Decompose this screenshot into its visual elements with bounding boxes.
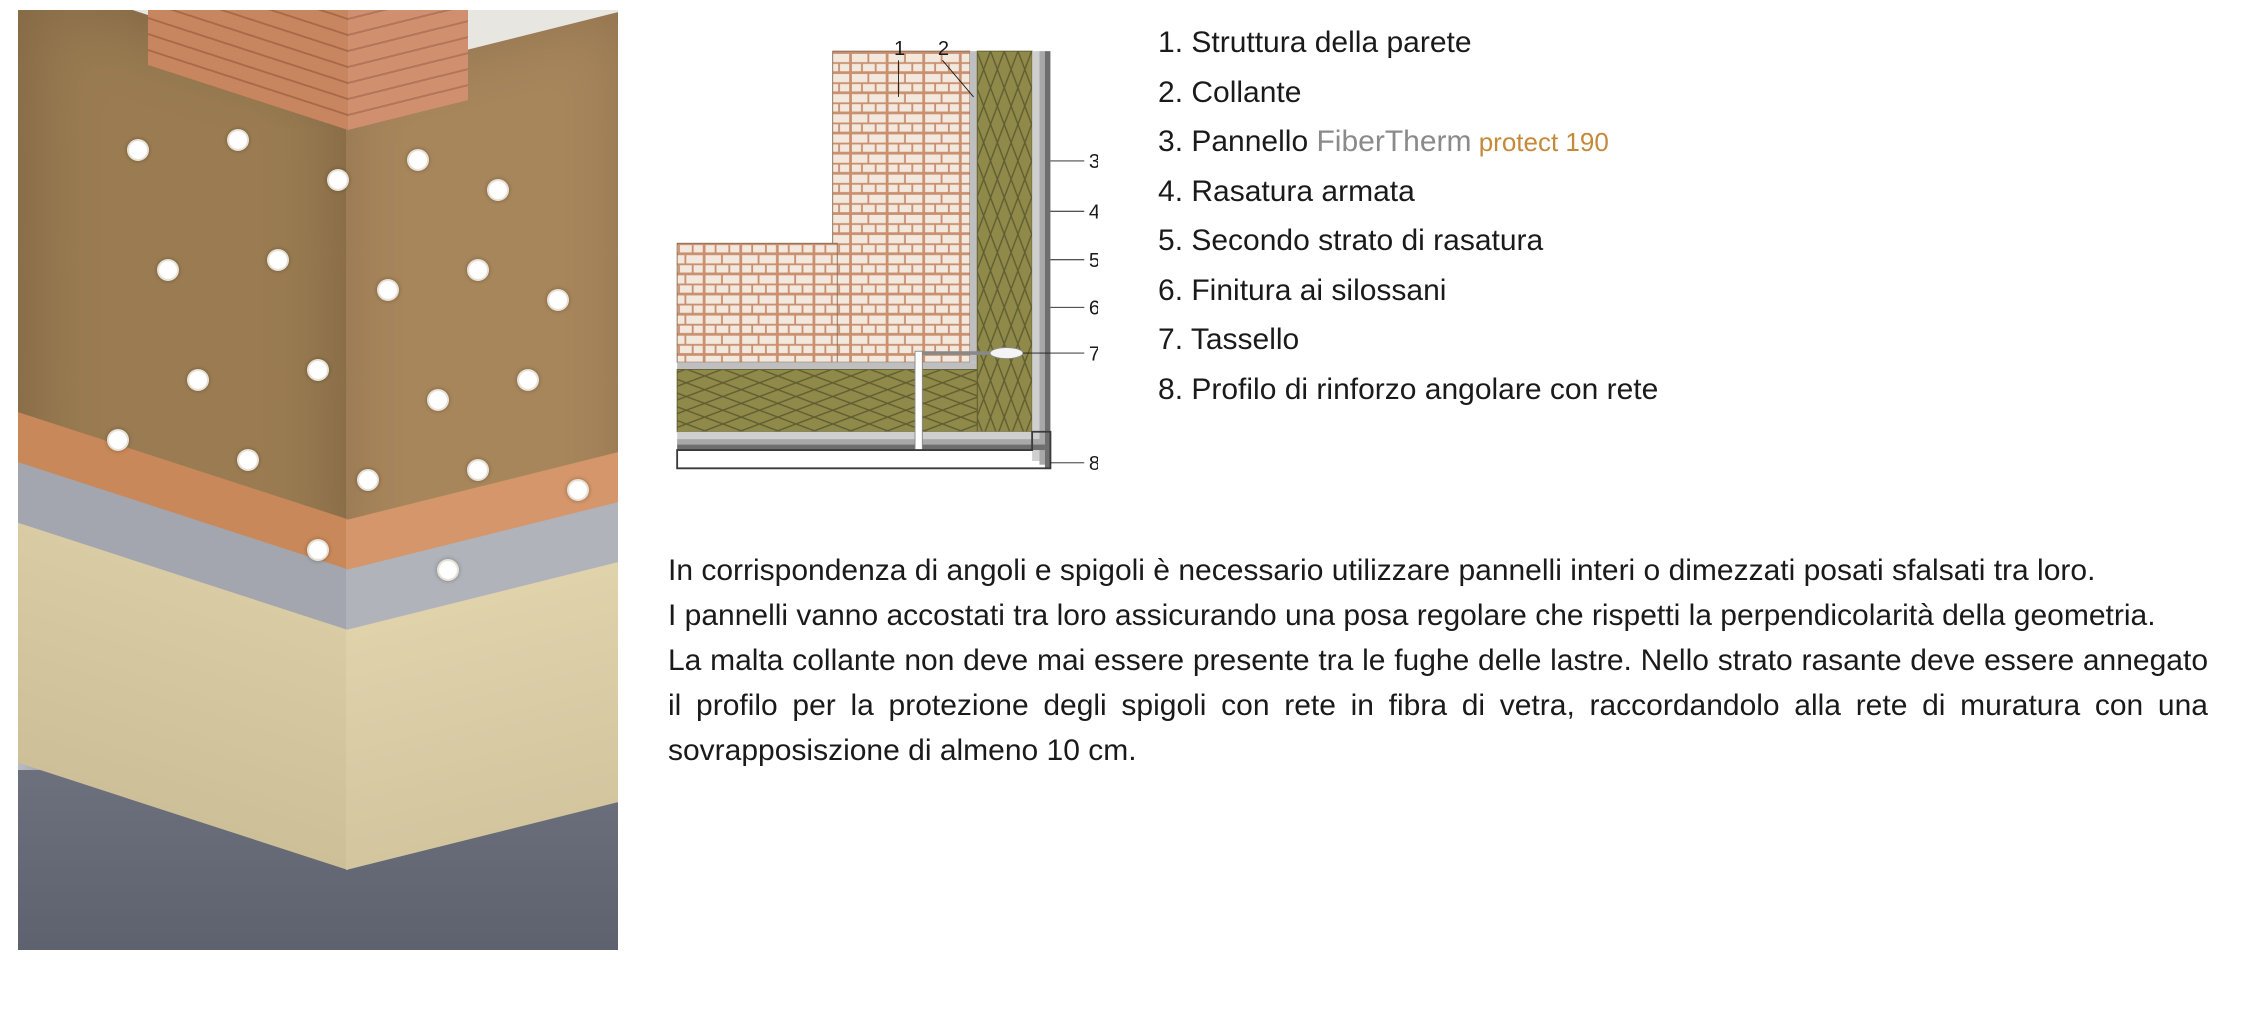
- legend-text: Struttura della parete: [1191, 26, 1471, 59]
- layer-finish-v: [1045, 51, 1050, 468]
- legend-item-5: 5. Secondo strato di rasatura: [1158, 216, 2213, 266]
- anchor-dot: [547, 289, 569, 311]
- anchor-dot: [127, 139, 149, 161]
- brick-wall: [677, 51, 970, 362]
- layer-insulation-h: [677, 370, 977, 432]
- layer-insulation-v: [977, 51, 1032, 432]
- layer-rasatura2-v: [1039, 51, 1044, 465]
- anchor-dot: [187, 369, 209, 391]
- legend-num: 2: [1158, 76, 1175, 109]
- anchor-dot: [357, 469, 379, 491]
- callout-3: 3: [1089, 151, 1098, 173]
- cross-section-diagram: 1 2 3 4 5 6 7 8: [668, 12, 1098, 502]
- callout-5: 5: [1089, 250, 1098, 272]
- legend-item-4: 4. Rasatura armata: [1158, 167, 2213, 217]
- layer-rasatura2-h: [677, 439, 1039, 444]
- legend-num: 1: [1158, 26, 1175, 59]
- callout-8: 8: [1089, 453, 1098, 475]
- layer-rasatura-v: [1032, 51, 1039, 461]
- legend-text: Profilo di rinforzo angolare con rete: [1191, 373, 1658, 406]
- anchor-dot: [517, 369, 539, 391]
- legend-item-7: 7. Tassello: [1158, 315, 2213, 365]
- anchor-dot: [467, 259, 489, 281]
- page-root: 1 2 3 4 5 6 7 8: [0, 0, 2253, 1014]
- legend-num: 3: [1158, 125, 1175, 158]
- legend-num: 8: [1158, 373, 1175, 406]
- legend-list: 1. Struttura della parete 2. Collante 3.…: [1158, 12, 2213, 414]
- layer-collante-v: [970, 51, 977, 362]
- body-p2: I pannelli vanno accostati tra loro assi…: [668, 593, 2208, 638]
- anchor-dot: [307, 539, 329, 561]
- layer-rasatura-h: [677, 432, 1032, 439]
- left-column: [0, 0, 640, 1014]
- anchor-dot: [157, 259, 179, 281]
- corner-3d-render: [18, 10, 618, 950]
- anchor-dot: [437, 559, 459, 581]
- legend-item-8: 8. Profilo di rinforzo angolare con rete: [1158, 365, 2213, 415]
- anchor-dot: [467, 459, 489, 481]
- anchor-dot: [267, 249, 289, 271]
- legend-text: Tassello: [1191, 323, 1299, 356]
- anchor-dot: [307, 359, 329, 381]
- anchor-dot: [407, 149, 429, 171]
- legend-num: 4: [1158, 175, 1175, 208]
- anchor-dot: [107, 429, 129, 451]
- body-p3: La malta collante non deve mai essere pr…: [668, 638, 2208, 773]
- anchor-dot: [237, 449, 259, 471]
- callout-4: 4: [1089, 202, 1098, 224]
- legend-text: Collante: [1191, 76, 1301, 109]
- anchor-dot: [487, 179, 509, 201]
- anchor-dot: [227, 129, 249, 151]
- legend-item-2: 2. Collante: [1158, 68, 2213, 118]
- legend-num: 5: [1158, 224, 1175, 257]
- layer-collante-h: [677, 362, 977, 369]
- anchor-dot: [427, 389, 449, 411]
- legend-brand2: protect 190: [1472, 127, 1609, 157]
- callout-6: 6: [1089, 298, 1098, 320]
- body-p1: In corrispondenza di angoli e spigoli è …: [668, 548, 2208, 593]
- callout-2: 2: [938, 38, 949, 60]
- legend-text: Finitura ai silossani: [1191, 274, 1446, 307]
- legend-text: Secondo strato di rasatura: [1191, 224, 1543, 257]
- anchor-dot: [327, 169, 349, 191]
- legend-item-1: 1. Struttura della parete: [1158, 18, 2213, 68]
- callout-1: 1: [894, 38, 905, 60]
- legend-text-pre: Pannello: [1191, 125, 1316, 158]
- body-text: In corrispondenza di angoli e spigoli è …: [668, 548, 2208, 773]
- legend-item-3: 3. Pannello FiberTherm protect 190: [1158, 117, 2213, 167]
- legend-text: Rasatura armata: [1191, 175, 1414, 208]
- legend-num: 7: [1158, 323, 1175, 356]
- callout-7: 7: [1089, 343, 1098, 365]
- right-column: 1 2 3 4 5 6 7 8: [640, 0, 2253, 1014]
- legend-brand1: FiberTherm: [1316, 125, 1471, 158]
- diagram-and-legend: 1 2 3 4 5 6 7 8: [668, 12, 2213, 502]
- legend-item-6: 6. Finitura ai silossani: [1158, 266, 2213, 316]
- anchor-dot: [567, 479, 589, 501]
- legend-num: 6: [1158, 274, 1175, 307]
- anchor-dot: [377, 279, 399, 301]
